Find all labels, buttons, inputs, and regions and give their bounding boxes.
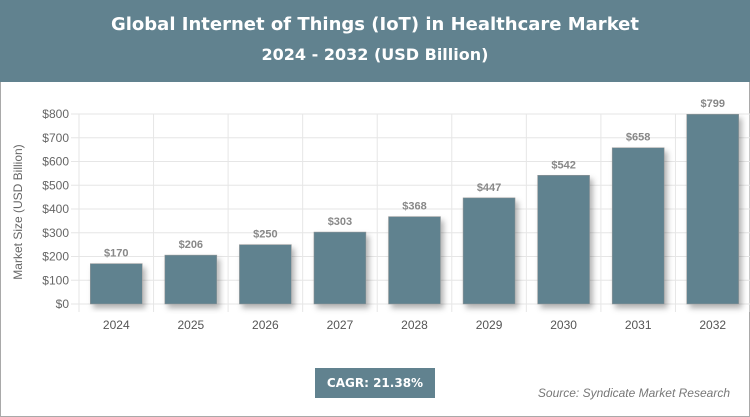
data-label: $206 bbox=[179, 239, 203, 251]
y-tick-label: $500 bbox=[42, 178, 69, 192]
bar-2028 bbox=[388, 216, 441, 305]
x-tick-label: 2026 bbox=[252, 318, 279, 332]
bar-2026 bbox=[239, 244, 292, 305]
x-tick-label: 2032 bbox=[699, 318, 726, 332]
data-label: $250 bbox=[253, 229, 277, 241]
y-tick-label: $100 bbox=[42, 273, 69, 287]
y-tick-label: $300 bbox=[42, 226, 69, 240]
chart-title: Global Internet of Things (IoT) in Healt… bbox=[110, 14, 639, 35]
y-tick-label: $200 bbox=[42, 250, 69, 264]
x-tick-label: 2029 bbox=[476, 318, 503, 332]
bar-2024 bbox=[90, 263, 143, 305]
bar-2025 bbox=[164, 254, 218, 305]
data-label: $658 bbox=[626, 132, 650, 144]
chart-header: Global Internet of Things (IoT) in Healt… bbox=[0, 0, 750, 82]
y-tick-label: $400 bbox=[42, 202, 69, 216]
bar-2031 bbox=[611, 147, 665, 305]
data-label: $303 bbox=[328, 216, 352, 228]
data-label: $170 bbox=[104, 248, 128, 260]
x-tick-label: 2028 bbox=[401, 318, 428, 332]
bar-2030 bbox=[537, 175, 590, 305]
x-tick-label: 2027 bbox=[327, 318, 354, 332]
y-tick-label: $800 bbox=[42, 107, 69, 121]
bar-2029 bbox=[462, 197, 516, 305]
data-label: $368 bbox=[402, 201, 426, 213]
bar-chart: Market Size (USD Billion) $0 $100 $200 $300… bbox=[11, 98, 750, 332]
data-label: $799 bbox=[700, 98, 724, 110]
y-tick-label: $700 bbox=[42, 131, 69, 145]
source-note: Source: Syndicate Market Research bbox=[537, 386, 730, 400]
x-tick-label: 2024 bbox=[103, 318, 130, 332]
data-label: $542 bbox=[551, 159, 575, 171]
y-axis-label: Market Size (USD Billion) bbox=[11, 144, 25, 279]
x-tick-label: 2030 bbox=[550, 318, 577, 332]
x-tick-label: 2025 bbox=[177, 318, 204, 332]
x-tick-label: 2031 bbox=[625, 318, 652, 332]
data-label: $447 bbox=[477, 182, 501, 194]
y-tick-label: $0 bbox=[56, 297, 70, 311]
y-tick-label: $600 bbox=[42, 155, 69, 169]
bar-2032 bbox=[686, 113, 739, 305]
chart-subtitle: 2024 - 2032 (USD Billion) bbox=[261, 45, 489, 64]
cagr-badge: CAGR: 21.38% bbox=[315, 368, 435, 398]
bar-2027 bbox=[313, 231, 367, 305]
